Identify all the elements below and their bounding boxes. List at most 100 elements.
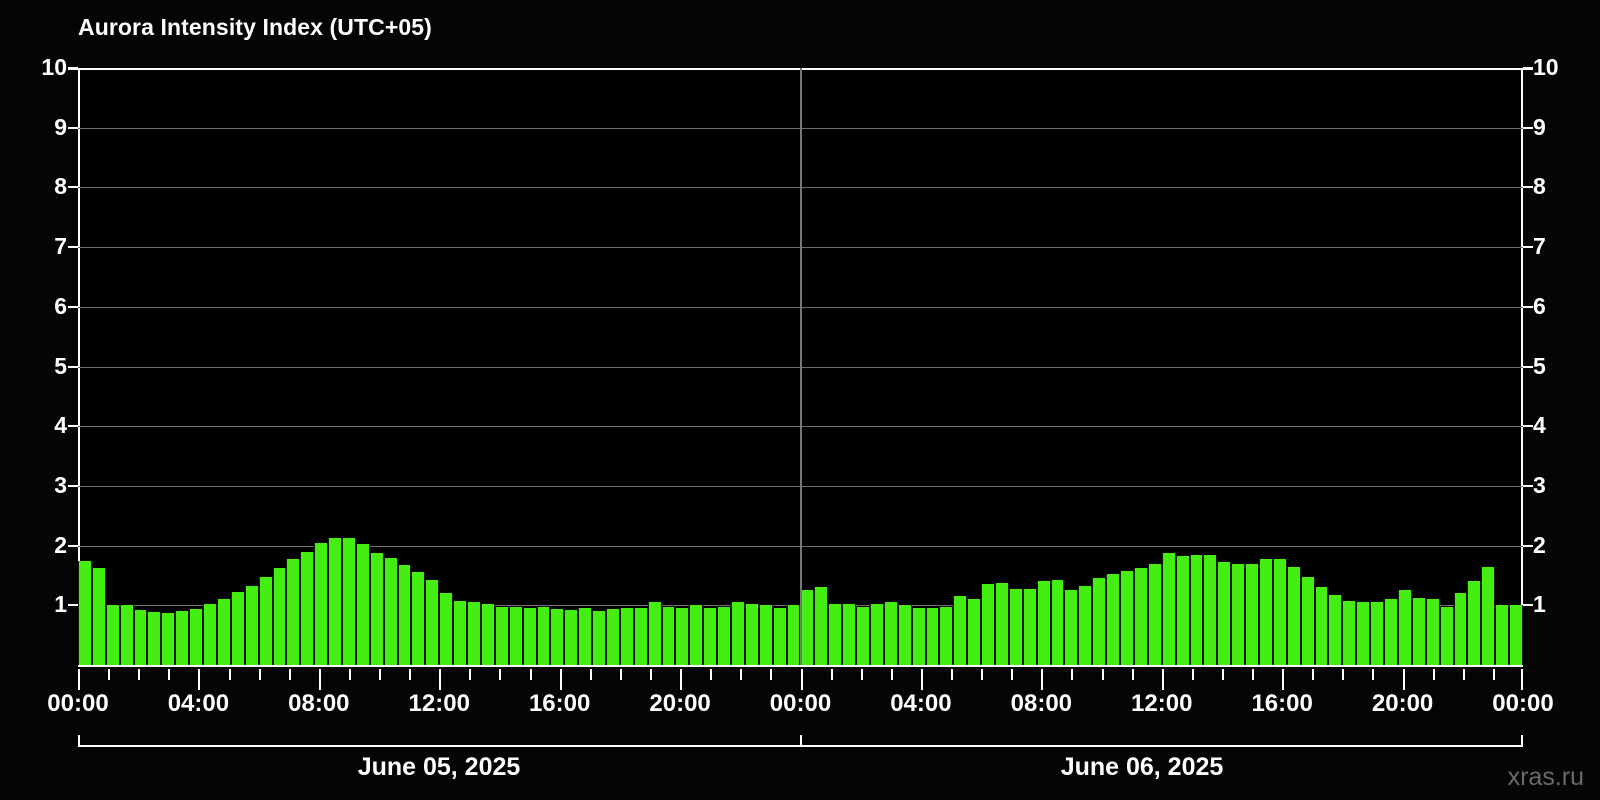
x-tick-major-20 [680, 669, 683, 690]
y-axis-label-right-1: 1 [1533, 591, 1546, 618]
x-tick-minor-14 [499, 669, 502, 680]
bar [967, 599, 982, 665]
x-tick-minor-35 [1131, 669, 1134, 680]
bar [1078, 586, 1093, 665]
x-tick-major-8 [318, 669, 321, 690]
x-axis-labels: 00:00 04:00 08:00 12:00 16:00 20:00 00:00 04:00… [0, 690, 1600, 724]
bar [1120, 570, 1134, 665]
bar [883, 601, 898, 665]
bar [1342, 600, 1357, 665]
y-axis-label-right-7: 7 [1533, 233, 1546, 260]
bar [341, 537, 356, 665]
x-axis-label-48: 00:00 [1492, 690, 1554, 717]
x-tick-major-12 [439, 669, 442, 690]
y-axis-label-left-8: 8 [54, 173, 67, 200]
y-axis-label-right-5: 5 [1533, 352, 1546, 379]
y-axis-label-right-6: 6 [1533, 292, 1546, 319]
x-tick-minor-23 [770, 669, 773, 680]
y-tick-left-5 [68, 365, 78, 368]
y-tick-right-10 [1523, 67, 1533, 69]
y-tick-left-4 [68, 425, 78, 428]
bar [786, 605, 801, 665]
x-axis-label-4: 04:00 [167, 690, 230, 717]
y-tick-right-1 [1523, 604, 1533, 607]
y-tick-right-2 [1523, 544, 1533, 547]
bar [1022, 588, 1037, 665]
chart-title: Aurora Intensity Index (UTC+05) [78, 14, 432, 40]
bar [147, 612, 162, 665]
bar [1356, 602, 1371, 665]
y-axis-label-right-8: 8 [1533, 173, 1546, 200]
bar [758, 605, 773, 665]
bar [1272, 558, 1287, 665]
bar [314, 542, 329, 665]
bar [536, 607, 551, 665]
bar [647, 602, 662, 665]
x-tick-minor-30 [981, 669, 984, 680]
bar [230, 591, 245, 665]
bar [1370, 602, 1385, 665]
y-axis-right [1521, 68, 1523, 667]
bar [494, 606, 509, 665]
y-axis-label-left-6: 6 [54, 292, 67, 319]
y-tick-right-5 [1523, 365, 1533, 368]
x-tick-major-28 [920, 669, 923, 690]
bar [605, 609, 620, 665]
x-tick-minor-37 [1191, 669, 1194, 680]
bar [1245, 563, 1259, 665]
y-tick-right-8 [1523, 186, 1533, 189]
y-axis-label-left-9: 9 [54, 113, 67, 140]
x-tick-minor-29 [951, 669, 954, 680]
bar [411, 572, 426, 665]
bar [397, 564, 412, 665]
x-tick-minor-22 [740, 669, 743, 680]
x-tick-major-36 [1161, 669, 1164, 690]
bar [1425, 599, 1440, 665]
y-axis-label-right-2: 2 [1533, 531, 1546, 558]
x-axis-ticks [78, 669, 1523, 691]
bar [1439, 607, 1454, 665]
x-tick-minor-43 [1372, 669, 1375, 680]
y-axis-label-left-2: 2 [54, 531, 67, 558]
x-tick-minor-2 [138, 669, 141, 680]
bar [995, 582, 1009, 665]
y-tick-left-7 [68, 246, 78, 249]
y-tick-right-9 [1523, 126, 1533, 129]
x-axis-label-32: 08:00 [1010, 690, 1073, 717]
x-tick-major-32 [1041, 669, 1044, 690]
bar [467, 602, 481, 665]
x-tick-minor-1 [108, 669, 111, 680]
x-tick-minor-5 [228, 669, 231, 680]
bar [480, 604, 495, 665]
bar [286, 558, 301, 665]
bar [1495, 605, 1510, 665]
x-tick-minor-11 [409, 669, 412, 680]
bar [953, 596, 968, 665]
plot-area [68, 67, 1533, 667]
x-axis-label-40: 16:00 [1251, 690, 1313, 717]
bar [897, 605, 912, 665]
x-tick-minor-9 [348, 669, 351, 680]
x-axis-baseline [78, 665, 1523, 667]
bar [1300, 576, 1315, 665]
x-tick-minor-25 [830, 669, 833, 680]
x-tick-major-40 [1282, 669, 1285, 690]
bar [453, 600, 468, 665]
bar [1259, 558, 1273, 665]
x-tick-minor-15 [529, 669, 532, 680]
bar [1092, 578, 1107, 665]
bar [258, 577, 273, 665]
bar [814, 587, 829, 665]
x-tick-minor-7 [288, 669, 291, 680]
y-axis-label-right-3: 3 [1533, 471, 1546, 498]
bar [1189, 554, 1204, 665]
y-tick-left-8 [68, 186, 78, 189]
bar [1384, 599, 1398, 665]
bar [869, 604, 884, 665]
bar [856, 606, 870, 665]
bar [425, 579, 440, 665]
bar [522, 608, 537, 665]
bar [1231, 563, 1246, 665]
bar [578, 608, 593, 665]
